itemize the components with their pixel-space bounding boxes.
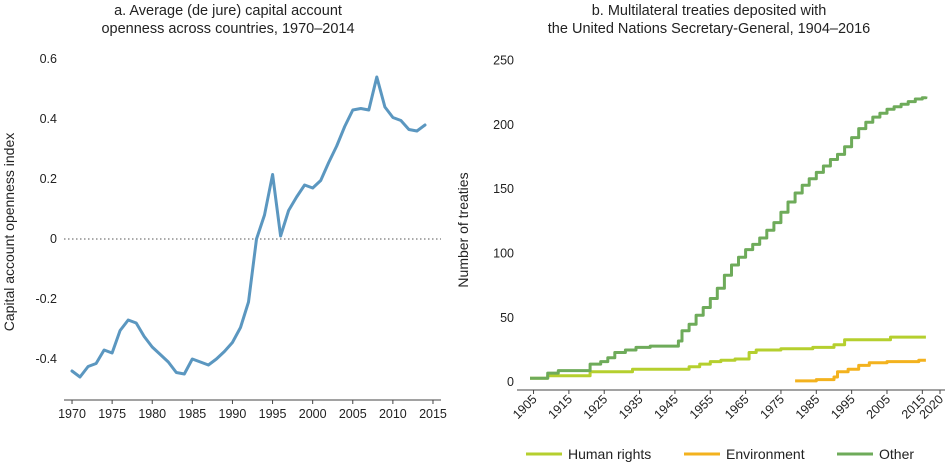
chart-b-series-other	[530, 96, 928, 380]
chart-b-x-tick-label: 1975	[758, 392, 788, 422]
chart-a-x-tick-label: 1970	[58, 407, 86, 421]
chart-b-x-tick-label: 1965	[722, 392, 752, 422]
chart-b-series-human-rights	[530, 335, 926, 380]
chart-b-y-tick-label: 100	[493, 246, 514, 260]
chart-a-y-tick-label: 0	[50, 232, 57, 246]
chart-b-title-line-1: b. Multilateral treaties deposited with	[592, 3, 827, 19]
chart-b-x-tick-label: 1935	[616, 392, 646, 422]
chart-a-title-line-2: openness across countries, 1970–2014	[101, 21, 354, 37]
legend-label-other: Other	[879, 446, 914, 462]
chart-b-x-tick-label: 1945	[651, 392, 681, 422]
chart-a-x-ticks: 1970 1975 1980 1985 1990 1995 2000 2005 2010 2015	[58, 400, 447, 421]
chart-a-y-tick-label: 0.4	[40, 112, 57, 126]
legend-label-human-rights: Human rights	[568, 446, 651, 462]
chart-b-y-tick-label: 0	[507, 375, 514, 389]
chart-a-y-tick-label: -0.2	[35, 292, 57, 306]
chart-a-x-tick-label: 1980	[138, 407, 166, 421]
chart-b-x-tick-label: 1915	[545, 392, 575, 422]
chart-a-y-tick-label: 0.2	[40, 172, 57, 186]
chart-b-y-tick-label: 200	[493, 118, 514, 132]
chart-a-x-tick-label: 2005	[339, 407, 367, 421]
chart-a-x-tick-label: 2010	[379, 407, 407, 421]
chart-b-series-environment	[795, 358, 926, 383]
chart-b-x-tick-label: 1955	[687, 392, 717, 422]
chart-a-y-axis-label: Capital account openness index	[1, 133, 17, 331]
chart-a-x-tick-label: 1990	[219, 407, 247, 421]
chart-a-x-tick-label: 2000	[299, 407, 327, 421]
chart-a-x-tick-label: 2015	[419, 407, 447, 421]
chart-b-y-tick-label: 250	[493, 53, 514, 67]
chart-b-x-tick-label: 1985	[793, 392, 823, 422]
chart-b-legend: Human rights Environment Other	[526, 446, 914, 462]
chart-b-x-tick-label: 2005	[864, 392, 894, 422]
chart-b: b. Multilateral treaties deposited with …	[455, 3, 946, 462]
chart-b-y-axis-label: Number of treaties	[455, 172, 471, 287]
chart-a-x-tick-label: 1985	[178, 407, 206, 421]
chart-a-y-tick-label: 0.6	[40, 52, 57, 66]
legend-label-environment: Environment	[726, 446, 805, 462]
chart-a: a. Average (de jure) capital account ope…	[1, 3, 447, 421]
chart-b-x-tick-label: 1925	[581, 392, 611, 422]
chart-a-y-ticks: -0.4 -0.2 0 0.2 0.4 0.6	[35, 52, 57, 366]
chart-b-x-tick-label: 1905	[510, 392, 540, 422]
chart-a-x-tick-label: 1975	[98, 407, 126, 421]
chart-a-title-line-1: a. Average (de jure) capital account	[114, 3, 342, 19]
chart-b-x-ticks: 1905 1915 1925 1935 1945 1955 1965 1975 1985 1995…	[510, 390, 946, 422]
chart-a-y-tick-label: -0.4	[35, 352, 57, 366]
chart-b-y-tick-label: 50	[500, 311, 514, 325]
chart-a-x-tick-label: 1995	[259, 407, 287, 421]
chart-a-series-line	[70, 75, 427, 379]
chart-b-y-tick-label: 150	[493, 182, 514, 196]
chart-b-series-lines	[530, 96, 928, 383]
chart-b-x-tick-label: 1995	[828, 392, 858, 422]
chart-b-y-ticks: 0 50 100 150 200 250	[493, 53, 514, 389]
chart-b-title-line-2: the United Nations Secretary-General, 19…	[548, 21, 870, 37]
